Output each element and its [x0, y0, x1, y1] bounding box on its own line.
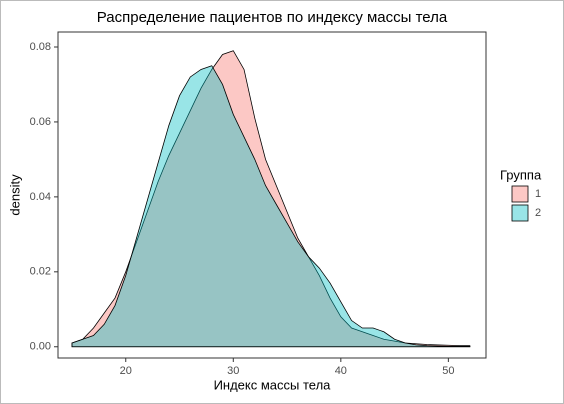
y-axis-title: density — [7, 174, 22, 216]
x-tick-label: 40 — [335, 365, 347, 377]
panel-border — [57, 31, 487, 359]
x-axis-title: Индекс массы тела — [214, 377, 332, 392]
y-tick-label: 0.08 — [30, 41, 51, 53]
x-tick-label: 30 — [227, 365, 239, 377]
density-area — [71, 50, 471, 348]
legend-label: 2 — [535, 207, 541, 219]
x-tick-label: 20 — [120, 365, 132, 377]
y-tick-label: 0.00 — [30, 341, 51, 353]
y-tick-label: 0.04 — [30, 191, 51, 203]
x-tick-label: 50 — [442, 365, 454, 377]
y-tick-label: 0.06 — [30, 116, 51, 128]
legend-swatch — [511, 204, 529, 222]
legend-label: 1 — [535, 188, 541, 200]
y-tick-label: 0.02 — [30, 266, 51, 278]
density-area — [71, 65, 471, 348]
legend-swatch — [511, 185, 529, 203]
chart-title: Распределение пациентов по индексу массы… — [97, 9, 448, 26]
legend-title: Группа — [500, 167, 542, 182]
